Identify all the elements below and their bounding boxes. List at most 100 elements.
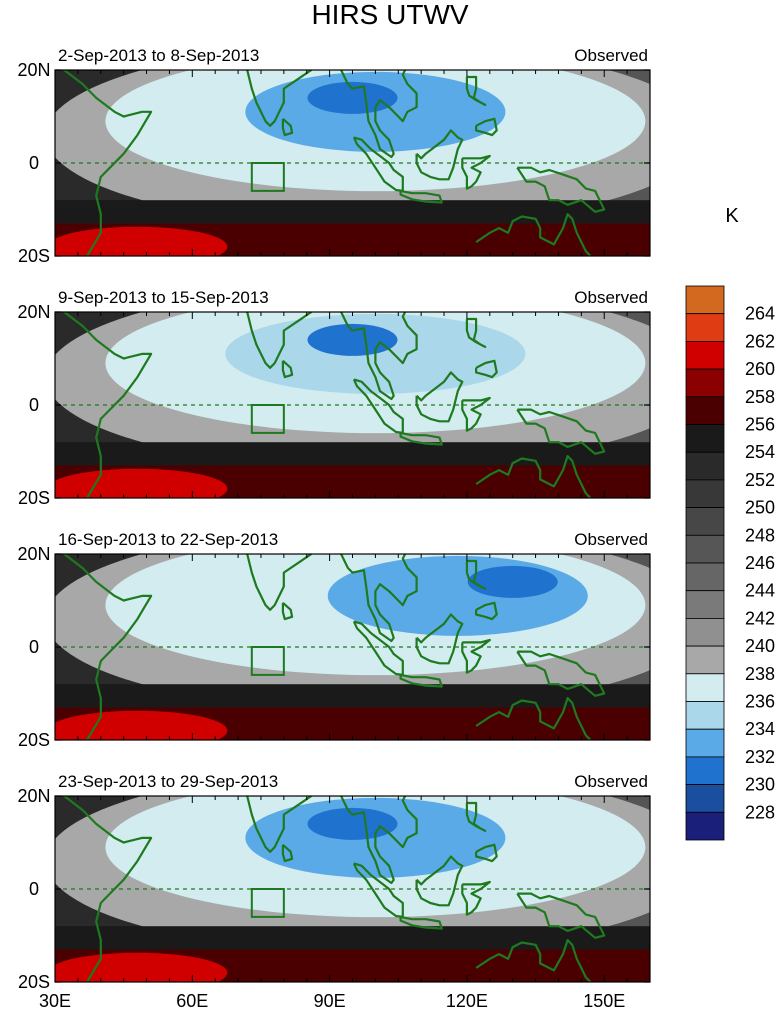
coastline-5: [352, 136, 404, 192]
study-region-box: [250, 646, 285, 676]
coastline-2: [244, 554, 313, 611]
field-moist-max: [467, 565, 558, 598]
y-tick-label: 20N: [17, 544, 50, 564]
y-tick-label: 20S: [18, 246, 50, 266]
x-tick-label: 120E: [446, 991, 488, 1011]
colorbar-level-label: 264: [745, 304, 775, 324]
panel-1: 2-Sep-2013 to 8-Sep-2013 Observed 20N 0 20S: [17, 46, 651, 266]
coastline-12: [475, 697, 592, 740]
coastline-7: [415, 371, 464, 423]
coastline-4: [339, 554, 418, 643]
coastline-11: [516, 166, 606, 213]
field-driest: [55, 952, 228, 982]
colorbar-level-label: 238: [745, 664, 775, 684]
colorbar-swatch: [685, 645, 725, 675]
colorbar-swatch: [685, 368, 725, 398]
coastline-4: [339, 312, 418, 401]
colorbar-level-label: 228: [745, 802, 775, 822]
coastline-4: [339, 70, 418, 159]
coastline-10: [475, 843, 498, 863]
panel-observed-label: Observed: [574, 530, 648, 549]
panel-period: 16-Sep-2013 to 22-Sep-2013: [58, 530, 278, 549]
coastline-9: [465, 317, 487, 348]
coastline-1: [63, 554, 153, 740]
y-tick-label: 0: [29, 153, 39, 173]
colorbar-level-label: 230: [745, 775, 775, 795]
field-driest: [55, 710, 228, 740]
coastline-6: [399, 915, 443, 930]
coastline-5: [352, 378, 404, 434]
coastline-10: [475, 359, 498, 379]
coastline-8: [461, 154, 491, 190]
field-moist-max: [307, 807, 398, 840]
figure-title: HIRS UTWV: [311, 0, 468, 30]
coastline-2: [244, 796, 313, 853]
panel-period: 9-Sep-2013 to 15-Sep-2013: [58, 288, 269, 307]
study-region-box: [250, 888, 285, 918]
colorbar-level-label: 242: [745, 608, 775, 628]
panel-observed-label: Observed: [574, 46, 648, 65]
colorbar-level-label: 234: [745, 719, 775, 739]
coastline-11: [516, 408, 606, 455]
coastline-9: [465, 801, 487, 832]
colorbar-swatch: [685, 340, 725, 370]
coastline-12: [475, 213, 592, 256]
panel-period: 2-Sep-2013 to 8-Sep-2013: [58, 46, 259, 65]
field-driest: [55, 226, 228, 256]
colorbar-swatch: [685, 673, 725, 702]
colorbar-level-label: 244: [745, 581, 775, 601]
panel-period: 23-Sep-2013 to 29-Sep-2013: [58, 772, 278, 791]
colorbar-swatch: [685, 784, 725, 813]
coastline-12: [475, 939, 592, 982]
y-tick-label: 20N: [17, 302, 50, 322]
coastlines: [63, 796, 606, 982]
panel-field: [55, 554, 650, 740]
study-region-box: [250, 404, 285, 434]
colorbar-level-label: 258: [745, 387, 775, 407]
colorbar-legend: 264 262 260 258 256 254 252 250 248 246 244 242 240 2…: [685, 285, 775, 841]
colorbar-swatch: [685, 451, 725, 481]
panel-observed-label: Observed: [574, 288, 648, 307]
colorbar-swatch: [685, 756, 725, 786]
colorbar-level-label: 250: [745, 498, 775, 518]
coastline-9: [465, 75, 487, 106]
y-tick-label: 20N: [17, 786, 50, 806]
coastlines: [63, 312, 606, 498]
colorbar-level-label: 260: [745, 359, 775, 379]
panel-field: [55, 796, 650, 982]
colorbar-swatch: [685, 618, 725, 647]
panel-3: 16-Sep-2013 to 22-Sep-2013 Observed 20N 0 20…: [17, 530, 651, 750]
y-tick-label: 20S: [18, 972, 50, 992]
panel-field: [55, 312, 650, 498]
colorbar-swatch: [685, 701, 725, 730]
y-tick-label: 0: [29, 637, 39, 657]
colorbar-level-label: 252: [745, 470, 775, 490]
coastline-3: [281, 843, 294, 863]
study-region-box: [250, 162, 285, 192]
coastlines: [63, 554, 606, 740]
colorbar-units-label: K: [725, 205, 739, 227]
y-tick-label: 0: [29, 395, 39, 415]
colorbar-level-label: 240: [745, 636, 775, 656]
field-moist-max: [307, 323, 398, 356]
x-tick-label: 30E: [39, 991, 71, 1011]
x-tick-label: 90E: [314, 991, 346, 1011]
colorbar-level-label: 254: [745, 442, 775, 462]
colorbar-swatch: [685, 534, 725, 564]
coastline-5: [352, 862, 404, 918]
coastline-8: [461, 396, 491, 432]
colorbar-swatch: [685, 562, 725, 592]
colorbar-swatch: [685, 507, 725, 536]
coastline-9: [465, 559, 487, 590]
coastline-1: [63, 70, 153, 256]
x-tick-label: 60E: [176, 991, 208, 1011]
coastline-10: [475, 601, 498, 621]
colorbar-swatch: [685, 396, 725, 425]
y-tick-label: 20S: [18, 488, 50, 508]
coastline-2: [244, 70, 313, 127]
field-driest: [55, 468, 228, 498]
colorbar-level-label: 262: [745, 331, 775, 351]
coastline-7: [415, 613, 464, 665]
colorbar-level-label: 246: [745, 553, 775, 573]
